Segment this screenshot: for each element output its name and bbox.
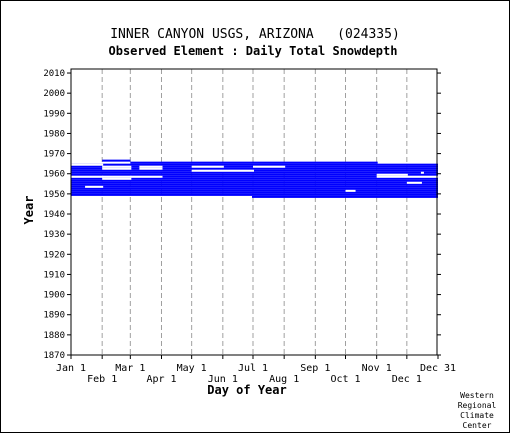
y-tick-label: 1940 bbox=[43, 210, 65, 220]
data-bar bbox=[71, 167, 439, 170]
data-bar bbox=[71, 177, 439, 180]
data-bar bbox=[71, 193, 439, 196]
credit-line: Western bbox=[460, 391, 494, 400]
data-bar bbox=[71, 169, 439, 172]
missing-gap bbox=[102, 167, 132, 170]
y-tick-label: 1960 bbox=[43, 170, 65, 180]
missing-gap bbox=[71, 163, 104, 166]
missing-gap bbox=[376, 175, 439, 178]
missing-gap bbox=[139, 167, 163, 170]
missing-gap bbox=[191, 165, 224, 168]
missing-gap bbox=[420, 171, 424, 174]
x-tick-label: Nov 1 bbox=[362, 363, 392, 374]
credit-block: Western Regional Climate Center bbox=[458, 391, 497, 430]
y-tick-label: 1890 bbox=[43, 311, 65, 321]
data-bar bbox=[71, 175, 439, 178]
plot-area: 1870 1880 1890 1900 1910 1920 1930 1940 1950 1960… bbox=[43, 68, 456, 385]
y-tick-label: 1900 bbox=[43, 291, 65, 301]
x-tick-label: Jul 1 bbox=[238, 363, 268, 374]
missing-gap bbox=[252, 165, 286, 168]
y-tick-label: 1970 bbox=[43, 150, 65, 160]
missing-gap bbox=[406, 181, 422, 184]
x-tick-label: Aug 1 bbox=[269, 374, 299, 385]
missing-gap bbox=[102, 175, 132, 178]
data-bar bbox=[71, 181, 439, 184]
x-tick-label: Jan 1 bbox=[56, 363, 86, 374]
data-bar bbox=[130, 161, 378, 164]
y-tick-label: 1870 bbox=[43, 351, 65, 361]
missing-gap bbox=[345, 189, 356, 192]
missing-gap bbox=[130, 175, 163, 178]
missing-gap bbox=[376, 173, 408, 176]
data-bar bbox=[71, 189, 439, 192]
x-tick-label: Feb 1 bbox=[87, 374, 117, 385]
y-tick-label: 2010 bbox=[43, 69, 65, 79]
y-tick-label: 1950 bbox=[43, 190, 65, 200]
missing-gap bbox=[191, 169, 254, 172]
x-tick-label: May 1 bbox=[177, 363, 207, 374]
missing-gap bbox=[102, 177, 132, 180]
data-bar bbox=[71, 163, 439, 166]
x-tick-label: Mar 1 bbox=[115, 363, 145, 374]
data-bar bbox=[71, 171, 439, 174]
missing-gap bbox=[102, 165, 132, 168]
missing-gap bbox=[139, 165, 163, 168]
x-tick-label: Dec 1 bbox=[392, 374, 422, 385]
data-bar bbox=[71, 183, 439, 186]
y-tick-label: 1990 bbox=[43, 109, 65, 119]
y-tick-label: 1930 bbox=[43, 230, 65, 240]
credit-line: Climate bbox=[460, 411, 494, 420]
x-tick-label: Sep 1 bbox=[300, 363, 330, 374]
data-bar bbox=[251, 195, 439, 198]
chart-title: INNER CANYON USGS, ARIZONA (024335) bbox=[110, 27, 400, 42]
chart-subtitle: Observed Element : Daily Total Snowdepth bbox=[109, 44, 398, 58]
y-tick-label: 1910 bbox=[43, 270, 65, 280]
data-bar bbox=[102, 159, 131, 162]
data-bar bbox=[71, 187, 439, 190]
data-bar bbox=[71, 173, 439, 176]
x-tick-label: Oct 1 bbox=[330, 374, 360, 385]
y-tick-label: 1980 bbox=[43, 129, 65, 139]
y-tick-label: 2000 bbox=[43, 89, 65, 99]
data-bar bbox=[71, 191, 439, 194]
x-tick-label: Apr 1 bbox=[146, 374, 176, 385]
credit-line: Regional bbox=[458, 401, 497, 410]
credit-line: Center bbox=[463, 421, 492, 430]
data-bar bbox=[71, 185, 439, 188]
missing-gap bbox=[85, 185, 104, 188]
x-tick-label: Dec 31 bbox=[420, 363, 456, 374]
y-tick-label: 1920 bbox=[43, 250, 65, 260]
y-axis-label: Year bbox=[22, 196, 36, 225]
x-tick-label: Jun 1 bbox=[208, 374, 238, 385]
data-bar bbox=[71, 179, 439, 182]
x-axis-label: Day of Year bbox=[207, 383, 286, 397]
plot-border bbox=[70, 68, 438, 356]
missing-gap bbox=[71, 175, 104, 178]
y-tick-label: 1880 bbox=[43, 331, 65, 341]
